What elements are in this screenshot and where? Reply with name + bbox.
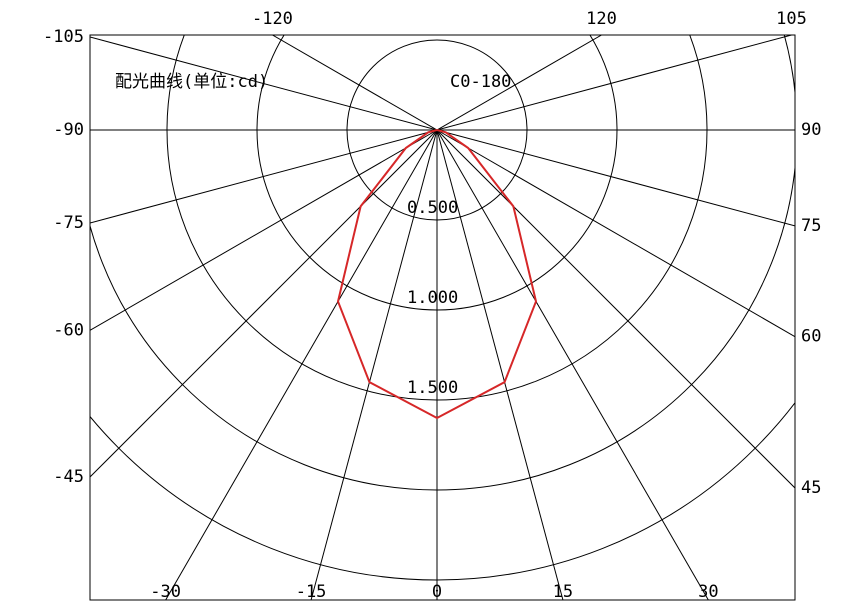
radial-line [436, 129, 709, 600]
radial-line [272, 35, 438, 131]
angle-label: -75 [53, 213, 84, 233]
angle-label: 15 [553, 582, 573, 602]
angle-label: -15 [296, 582, 327, 602]
angle-label: -60 [53, 320, 84, 340]
radial-line [436, 129, 795, 489]
angle-label: 45 [801, 478, 821, 498]
radial-line [90, 129, 438, 478]
angle-label: 30 [698, 582, 718, 602]
ring-label: 1.500 [407, 378, 458, 398]
radial-line [90, 129, 438, 224]
angle-label: -120 [252, 9, 293, 29]
intensity-curve [336, 129, 538, 420]
angle-label: 105 [776, 9, 807, 29]
angle-label: 0 [432, 582, 442, 602]
radial-line [436, 129, 564, 600]
radial-line [436, 35, 602, 131]
radial-line [90, 129, 438, 331]
angle-label: 90 [801, 120, 821, 140]
angle-label: 75 [801, 216, 821, 236]
angle-label: 120 [586, 9, 617, 29]
radial-line [165, 129, 438, 600]
radial-line [436, 35, 792, 131]
angle-label: 60 [801, 327, 821, 347]
radial-line [436, 129, 795, 227]
plot-border [89, 34, 796, 601]
ring-label: 0.500 [407, 198, 458, 218]
angle-label: -30 [150, 582, 181, 602]
radial-line [310, 129, 438, 600]
angle-label: -45 [53, 467, 84, 487]
angle-label: -90 [53, 120, 84, 140]
angle-label: -105 [43, 27, 84, 47]
ring-label: 1.000 [407, 288, 458, 308]
chart-title: 配光曲线(单位:cd) [115, 72, 268, 92]
radial-line [436, 129, 795, 338]
legend-entry: C0-180 [450, 72, 511, 92]
radial-line [90, 36, 438, 131]
